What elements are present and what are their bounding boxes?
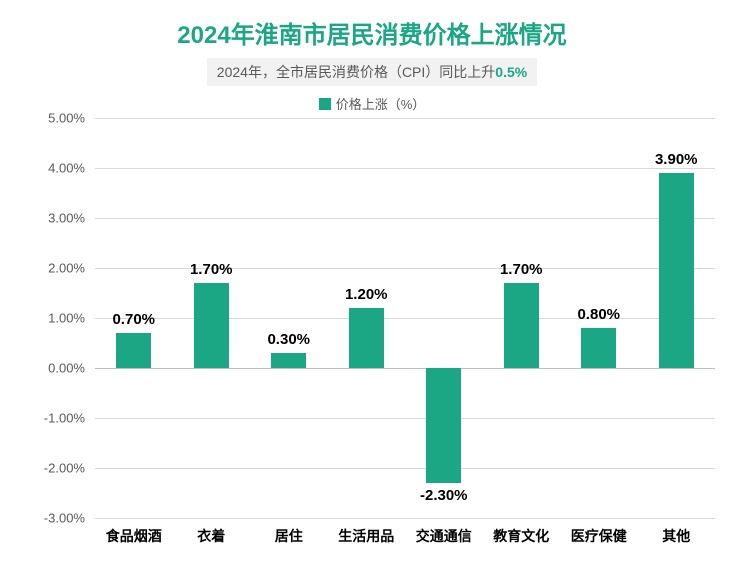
- x-axis-tick: 衣着: [173, 526, 251, 546]
- x-axis-tick: 教育文化: [483, 526, 561, 546]
- subtitle-prefix: 2024年，全市居民消费价格（CPI）同比上升: [217, 64, 495, 80]
- gridline: [95, 118, 715, 119]
- bar: [659, 173, 694, 368]
- x-axis-tick: 交通通信: [405, 526, 483, 546]
- gridline: [95, 418, 715, 419]
- y-axis-tick: 5.00%: [25, 111, 85, 126]
- bar: [271, 353, 306, 368]
- bar-value-label: 1.70%: [481, 261, 561, 278]
- chart-subtitle: 2024年，全市居民消费价格（CPI）同比上升0.5%: [207, 58, 537, 86]
- chart-title: 2024年淮南市居民消费价格上涨情况: [25, 15, 719, 50]
- bar: [504, 283, 539, 368]
- bar-value-label: 0.30%: [249, 331, 329, 348]
- y-axis-tick: -1.00%: [25, 411, 85, 426]
- x-axis-tick: 医疗保健: [560, 526, 638, 546]
- gridline: [95, 518, 715, 519]
- bar-value-label: 0.80%: [559, 306, 639, 323]
- bar-value-label: 1.20%: [326, 286, 406, 303]
- bar: [116, 333, 151, 368]
- gridline: [95, 468, 715, 469]
- y-axis-tick: 4.00%: [25, 161, 85, 176]
- gridline: [95, 218, 715, 219]
- legend-label: 价格上涨（%）: [336, 97, 426, 112]
- bar-value-label: 3.90%: [636, 151, 716, 168]
- chart-legend: 价格上涨（%）: [25, 94, 719, 113]
- legend-swatch: [319, 98, 331, 110]
- bar: [194, 283, 229, 368]
- gridline: [95, 368, 715, 369]
- bar: [581, 328, 616, 368]
- bar: [426, 368, 461, 483]
- gridline: [95, 168, 715, 169]
- chart-plot-area: -3.00% -2.00% -1.00% 0.00% 1.00% 2.00% 3.00% 4.…: [25, 118, 719, 558]
- bar: [349, 308, 384, 368]
- bar-value-label: -2.30%: [404, 487, 484, 504]
- x-axis-tick: 居住: [250, 526, 328, 546]
- y-axis-tick: 1.00%: [25, 311, 85, 326]
- y-axis-tick: -2.00%: [25, 461, 85, 476]
- chart-container: 2024年淮南市居民消费价格上涨情况 2024年，全市居民消费价格（CPI）同比…: [0, 0, 744, 586]
- x-axis-tick: 食品烟酒: [95, 526, 173, 546]
- y-axis-tick: 0.00%: [25, 361, 85, 376]
- subtitle-highlight: 0.5%: [495, 64, 527, 80]
- y-axis-tick: 3.00%: [25, 211, 85, 226]
- y-axis-tick: -3.00%: [25, 511, 85, 526]
- bar-value-label: 0.70%: [94, 311, 174, 328]
- y-axis-tick: 2.00%: [25, 261, 85, 276]
- x-axis-tick: 其他: [638, 526, 716, 546]
- bar-value-label: 1.70%: [171, 261, 251, 278]
- x-axis-tick: 生活用品: [328, 526, 406, 546]
